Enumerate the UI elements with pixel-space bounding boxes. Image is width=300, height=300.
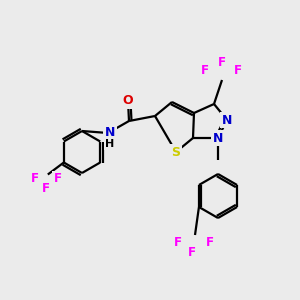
Text: N: N (222, 113, 232, 127)
Text: O: O (123, 94, 133, 107)
Text: F: F (42, 182, 50, 195)
Text: S: S (172, 146, 181, 158)
Text: F: F (174, 236, 182, 248)
Text: N: N (105, 127, 115, 140)
Text: N: N (213, 131, 223, 145)
Text: F: F (31, 172, 39, 185)
Text: F: F (201, 64, 209, 76)
Text: F: F (54, 172, 62, 185)
Text: F: F (218, 56, 226, 68)
Text: F: F (234, 64, 242, 76)
Text: F: F (206, 236, 214, 248)
Text: F: F (188, 245, 196, 259)
Text: H: H (105, 139, 115, 149)
